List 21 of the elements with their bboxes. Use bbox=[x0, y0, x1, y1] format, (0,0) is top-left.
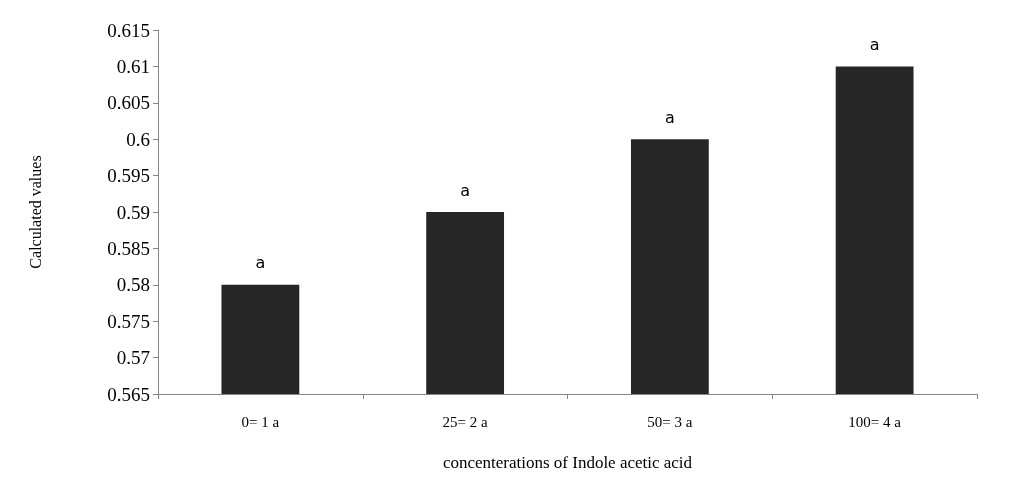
annotation: a bbox=[255, 253, 266, 273]
x-tick-label: 25= 2 a bbox=[442, 413, 489, 430]
x-tick-label: 50= 3 a bbox=[647, 413, 693, 430]
annotation: a bbox=[869, 34, 880, 54]
y-axis-title: Calculated values bbox=[26, 155, 44, 269]
y-tick-label: 0.565 bbox=[107, 383, 150, 405]
y-tick-label: 0.575 bbox=[107, 310, 150, 332]
y-tick-label: 0.58 bbox=[116, 274, 150, 296]
annotation: a bbox=[664, 107, 675, 127]
y-tick-label: 0.57 bbox=[116, 347, 150, 369]
x-axis-title: concenterations of Indole acetic acid bbox=[442, 453, 693, 472]
x-tick-label: 0= 1 a bbox=[241, 413, 280, 430]
y-tick-label: 0.6 bbox=[126, 128, 150, 150]
y-tick-label: 0.615 bbox=[107, 19, 150, 41]
y-tick-label: 0.59 bbox=[116, 201, 150, 223]
y-tick-label: 0.605 bbox=[107, 92, 150, 114]
x-tick-label: 100= 4 a bbox=[848, 413, 902, 430]
y-tick-label: 0.585 bbox=[107, 237, 150, 259]
y-tick-label: 0.595 bbox=[107, 165, 150, 187]
y-tick-label: 0.61 bbox=[116, 55, 150, 77]
annotation: a bbox=[460, 180, 471, 200]
